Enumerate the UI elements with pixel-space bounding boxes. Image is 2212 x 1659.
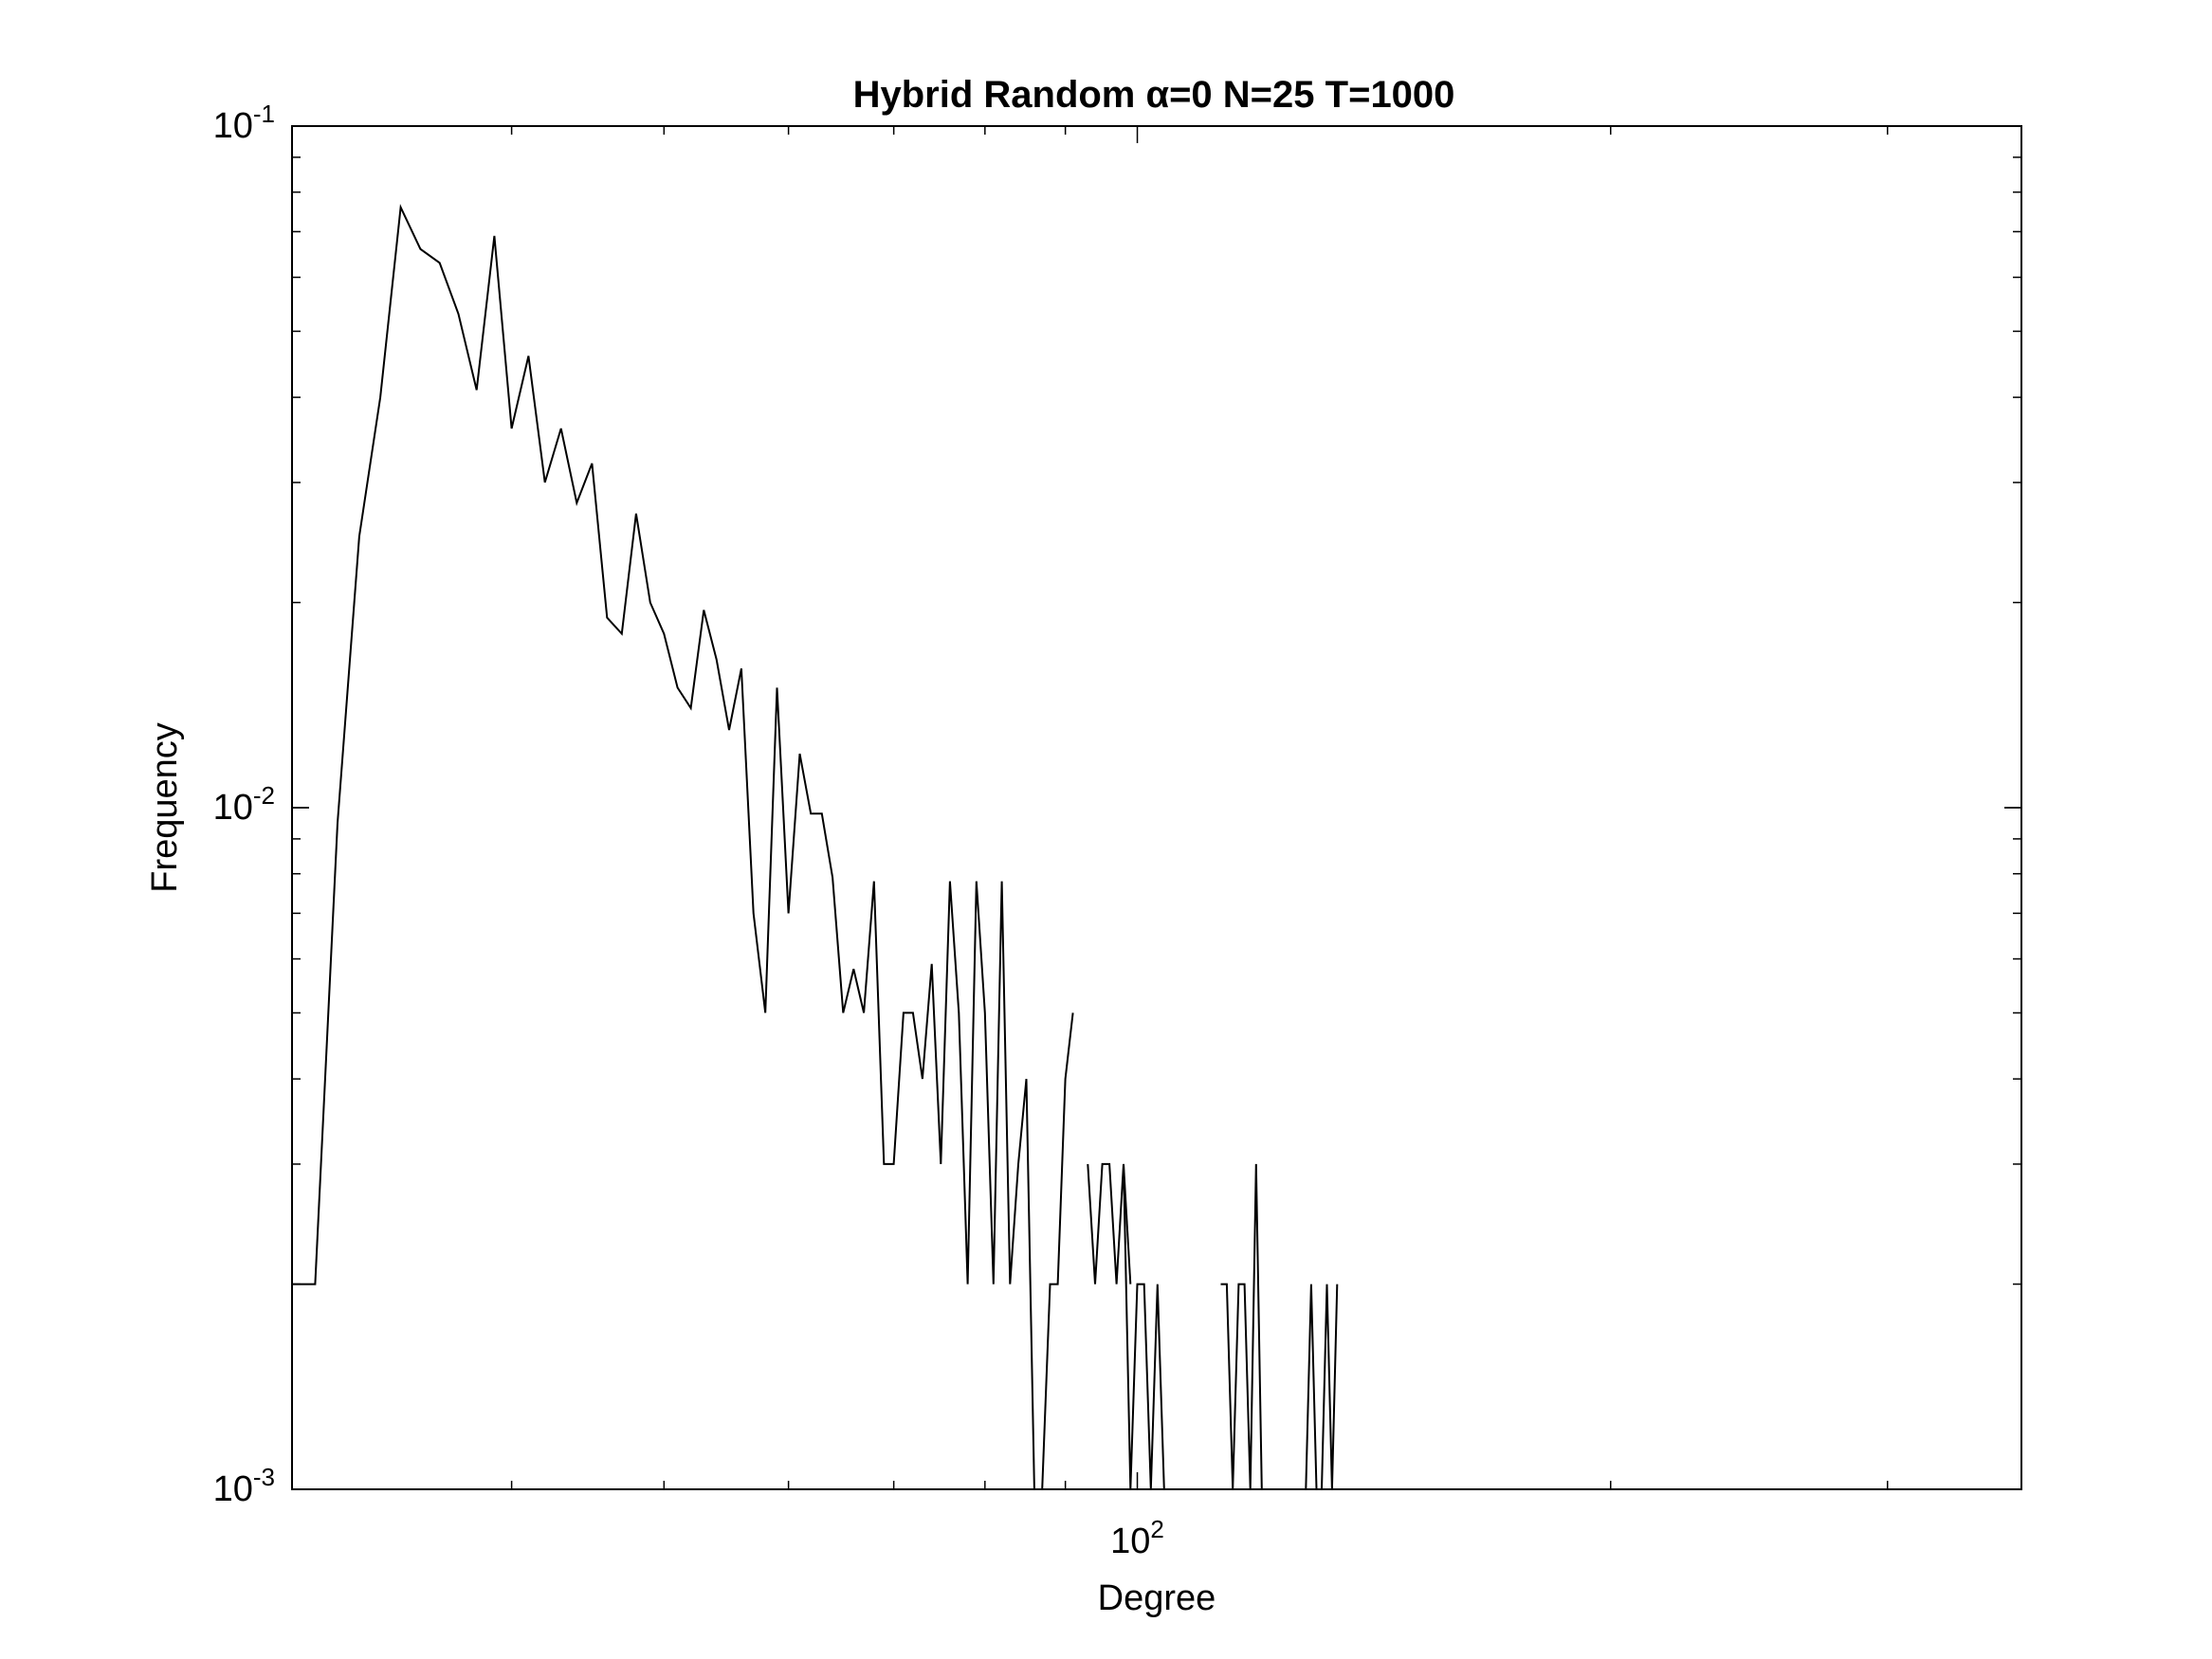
series-line (1087, 1162, 1171, 1490)
plot-area-frame (291, 125, 2022, 1490)
tick-marks (292, 125, 2021, 1490)
series-line (1220, 1163, 1268, 1490)
chart-title: Hybrid Random α=0 N=25 T=1000 (853, 74, 1455, 116)
y-tick-label: 10-1 (213, 100, 275, 146)
y-axis-label: Frequency (145, 722, 185, 893)
data-series (292, 204, 1446, 1490)
series-line (1300, 1284, 1339, 1490)
plot-area (291, 125, 2022, 1490)
series-line (1123, 1163, 1132, 1285)
y-tick-label: 10-3 (213, 1463, 275, 1509)
series-line (292, 204, 1074, 1490)
x-axis-label: Degree (1098, 1578, 1216, 1618)
tick-labels: 102 10-1 10-2 10-3 (213, 100, 1164, 1561)
y-tick-label: 10-2 (213, 781, 275, 828)
x-tick-label: 102 (1110, 1515, 1164, 1561)
